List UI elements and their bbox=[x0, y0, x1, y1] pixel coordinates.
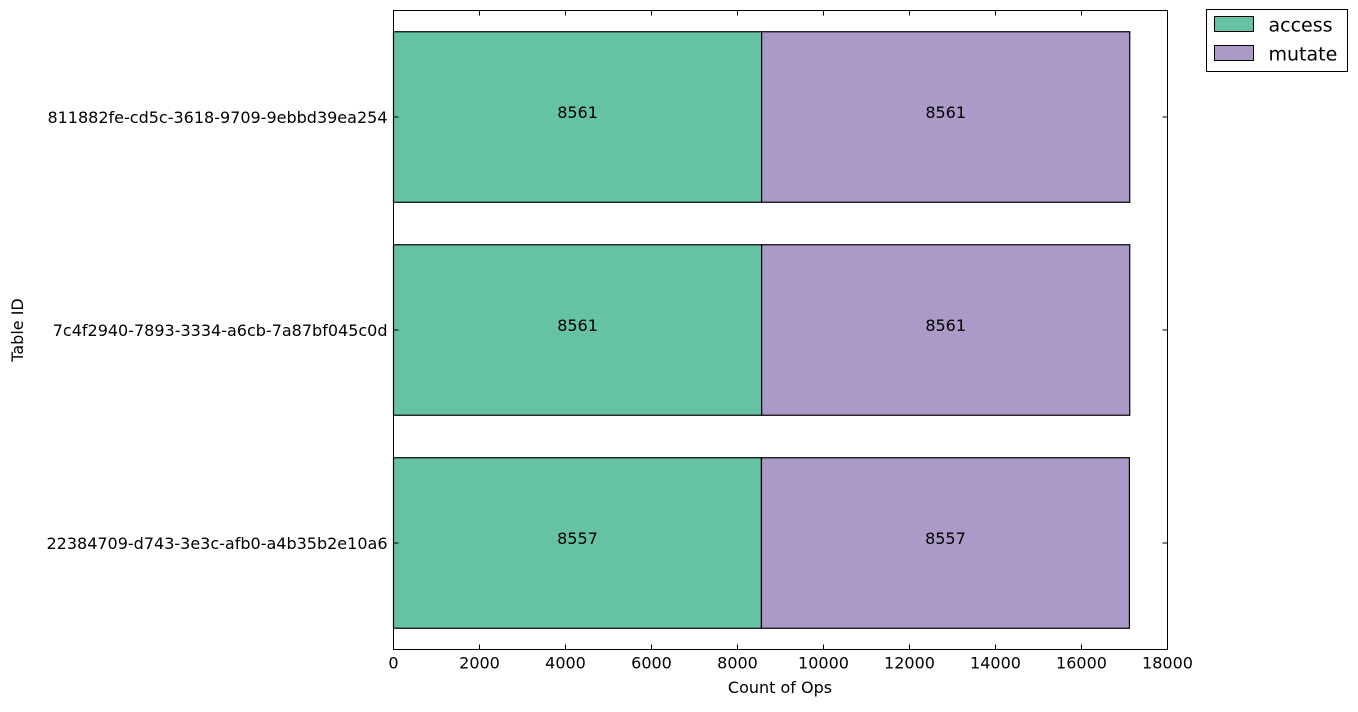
x-tick-label-2: 4000 bbox=[545, 654, 586, 673]
bar-mutate-3 bbox=[760, 457, 1131, 629]
y-axis-label: Table ID bbox=[8, 298, 27, 363]
bar-mutate-2 bbox=[761, 244, 1131, 416]
x-tick-label-7: 14000 bbox=[970, 654, 1021, 673]
x-tick-label-3: 6000 bbox=[631, 654, 672, 673]
bar-access-2 bbox=[392, 244, 763, 416]
data-label-mutate-3: 8557 bbox=[925, 529, 966, 548]
legend-label-access: access bbox=[1269, 15, 1333, 37]
x-tick-label-1: 2000 bbox=[459, 654, 500, 673]
data-label-mutate-1: 8561 bbox=[925, 103, 966, 122]
bars-layer bbox=[392, 31, 1131, 629]
legend-swatch-access bbox=[1214, 16, 1254, 32]
y-tick-label-2: 7c4f2940-7893-3334-a6cb-7a87bf045c0d bbox=[53, 321, 388, 340]
x-tick-label-9: 18000 bbox=[1142, 654, 1193, 673]
x-axis-label: Count of Ops bbox=[728, 678, 832, 697]
data-labels-layer: 8561 8561 8561 8561 8557 8557 bbox=[557, 103, 966, 548]
x-tick-label-5: 10000 bbox=[798, 654, 849, 673]
y-tick-label-1: 811882fe-cd5c-3618-9709-9ebbd39ea254 bbox=[47, 108, 387, 127]
x-tick-label-0: 0 bbox=[388, 654, 398, 673]
data-label-mutate-2: 8561 bbox=[925, 316, 966, 335]
y-tick-label-3: 22384709-d743-3e3c-afb0-a4b35b2e10a6 bbox=[46, 534, 387, 553]
x-tick-label-8: 16000 bbox=[1056, 654, 1107, 673]
data-label-access-2: 8561 bbox=[557, 316, 598, 335]
data-label-access-3: 8557 bbox=[557, 529, 598, 548]
x-tick-label-6: 12000 bbox=[884, 654, 935, 673]
data-label-access-1: 8561 bbox=[557, 103, 598, 122]
legend-swatch-mutate bbox=[1214, 45, 1254, 61]
bar-mutate-1 bbox=[761, 31, 1131, 203]
bar-access-1 bbox=[392, 31, 763, 203]
bar-access-3 bbox=[392, 457, 763, 629]
ticks-layer: 811882fe-cd5c-3618-9709-9ebbd39ea254 7c4f… bbox=[46, 10, 1193, 673]
legend: access mutate bbox=[1206, 9, 1348, 72]
legend-label-mutate: mutate bbox=[1269, 44, 1338, 66]
x-tick-label-4: 8000 bbox=[717, 654, 758, 673]
